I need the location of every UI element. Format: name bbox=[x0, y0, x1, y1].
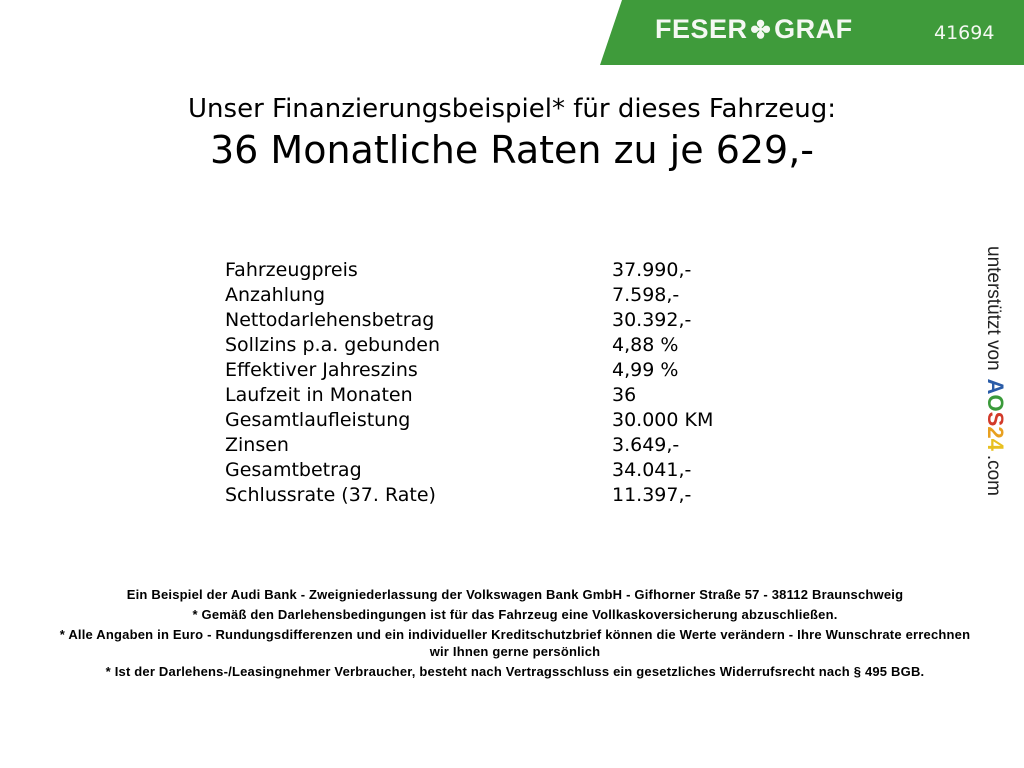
row-label: Fahrzeugpreis bbox=[225, 259, 358, 281]
table-row: Zinsen 3.649,- bbox=[225, 433, 713, 458]
aos-letter: 2 bbox=[983, 426, 1008, 439]
row-label: Effektiver Jahreszins bbox=[225, 359, 418, 381]
page-title: Unser Finanzierungsbeispiel* für dieses … bbox=[188, 94, 836, 124]
aos-letter: O bbox=[983, 394, 1008, 412]
row-value: 30.392,- bbox=[612, 309, 692, 331]
table-row: Effektiver Jahreszins 4,99 % bbox=[225, 358, 713, 383]
row-value: 36 bbox=[612, 384, 637, 406]
aos-letter: A bbox=[983, 378, 1008, 395]
row-value: 30.000 KM bbox=[612, 409, 714, 431]
aos-letter: 4 bbox=[983, 438, 1008, 451]
row-label: Laufzeit in Monaten bbox=[225, 384, 413, 406]
footer-insurance-note: * Gemäß den Darlehensbedingungen ist für… bbox=[192, 607, 838, 622]
row-value: 4,99 % bbox=[612, 359, 679, 381]
row-label: Anzahlung bbox=[225, 284, 326, 306]
clover-icon: ✤ bbox=[750, 17, 772, 44]
row-value: 7.598,- bbox=[612, 284, 680, 306]
monthly-rate-headline: 36 Monatliche Raten zu je 629,- bbox=[209, 128, 815, 172]
row-label: Gesamtbetrag bbox=[225, 459, 362, 481]
table-row: Anzahlung 7.598,- bbox=[225, 283, 713, 308]
table-row: Schlussrate (37. Rate) 11.397,- bbox=[225, 483, 713, 508]
row-value: 34.041,- bbox=[612, 459, 692, 481]
brand-left: FESER bbox=[655, 14, 748, 44]
row-label: Nettodarlehensbetrag bbox=[225, 309, 435, 331]
domain-suffix: .com bbox=[983, 454, 1004, 497]
dealer-number: 41694 bbox=[934, 22, 995, 44]
table-row: Nettodarlehensbetrag 30.392,- bbox=[225, 308, 713, 333]
supported-by-aos24: unterstützt von AOS24 .com bbox=[982, 246, 1008, 496]
footer-rounding-note: * Alle Angaben in Euro - Rundungsdiffere… bbox=[59, 627, 971, 659]
financing-table: Fahrzeugpreis 37.990,- Anzahlung 7.598,- Net… bbox=[225, 258, 713, 508]
header-banner bbox=[600, 0, 1024, 65]
aos24-logo: AOS24 bbox=[983, 379, 1008, 451]
row-value: 11.397,- bbox=[612, 484, 692, 506]
row-value: 3.649,- bbox=[612, 434, 680, 456]
table-row: Sollzins p.a. gebunden 4,88 % bbox=[225, 333, 713, 358]
brand-logo: FESER ✤ GRAF bbox=[655, 14, 853, 45]
table-row: Fahrzeugpreis 37.990,- bbox=[225, 258, 713, 283]
table-row: Gesamtbetrag 34.041,- bbox=[225, 458, 713, 483]
row-label: Schlussrate (37. Rate) bbox=[225, 484, 436, 506]
brand-right: GRAF bbox=[774, 14, 853, 44]
row-label: Zinsen bbox=[225, 434, 289, 456]
row-label: Gesamtlaufleistung bbox=[225, 409, 411, 431]
row-label: Sollzins p.a. gebunden bbox=[225, 334, 440, 356]
legal-footer: Ein Beispiel der Audi Bank - Zweignieder… bbox=[50, 586, 980, 683]
footer-withdrawal-note: * Ist der Darlehens-/Leasingnehmer Verbr… bbox=[105, 664, 925, 679]
table-row: Laufzeit in Monaten 36 bbox=[225, 383, 713, 408]
row-value: 37.990,- bbox=[612, 259, 692, 281]
table-row: Gesamtlaufleistung 30.000 KM bbox=[225, 408, 713, 433]
supported-by-label: unterstützt von bbox=[983, 246, 1004, 371]
aos-letter: S bbox=[983, 411, 1008, 427]
footer-bank-info: Ein Beispiel der Audi Bank - Zweignieder… bbox=[126, 587, 904, 602]
row-value: 4,88 % bbox=[612, 334, 679, 356]
